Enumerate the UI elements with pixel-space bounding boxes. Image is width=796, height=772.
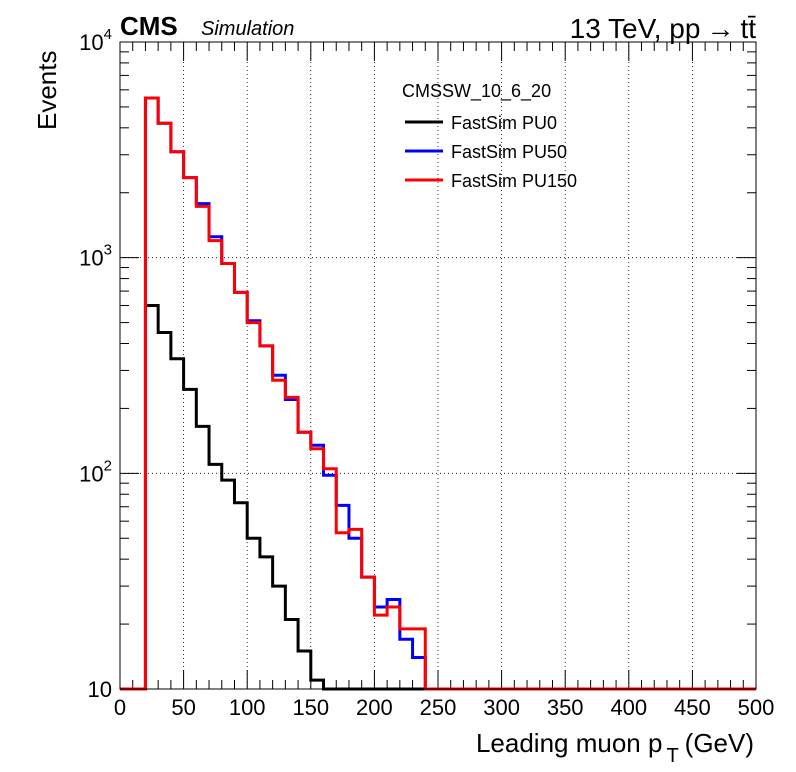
y-axis-title: Events — [32, 51, 62, 131]
grid-lines — [120, 42, 756, 689]
simulation-tag: Simulation — [201, 18, 294, 40]
experiment-label: CMS — [120, 11, 178, 41]
y-tick-label: 103 — [79, 242, 112, 271]
x-tick-label: 50 — [171, 695, 195, 720]
x-tick-label: 500 — [738, 695, 775, 720]
legend-label-fastsim-pu50: FastSim PU50 — [451, 142, 567, 162]
series-line-fastsim-pu0 — [120, 304, 756, 691]
x-tick-label: 200 — [356, 695, 393, 720]
x-tick-label: 250 — [420, 695, 457, 720]
axis-ticks — [119, 41, 757, 690]
x-tick-label: 0 — [114, 695, 126, 720]
y-tick-labels: 10 102 103 104 — [79, 26, 112, 702]
x-tick-label: 400 — [610, 695, 647, 720]
y-tick-label: 104 — [79, 26, 112, 55]
x-tick-label: 450 — [674, 695, 711, 720]
x-tick-label: 150 — [292, 695, 329, 720]
legend-label-fastsim-pu0: FastSim PU0 — [451, 113, 557, 133]
y-tick-label: 102 — [79, 457, 112, 486]
y-tick-label: 10 — [88, 677, 112, 702]
x-tick-label: 300 — [483, 695, 520, 720]
x-tick-label: 350 — [547, 695, 584, 720]
x-tick-label: 100 — [229, 695, 266, 720]
legend-header: CMSSW_10_6_20 — [402, 81, 551, 102]
legend-entries: FastSim PU0 FastSim PU50 FastSim PU150 — [405, 113, 577, 191]
x-tick-labels: 0 50 100 150 200 250 300 350 400 450 500 — [114, 695, 774, 720]
legend-label-fastsim-pu150: FastSim PU150 — [451, 171, 577, 191]
x-axis-title: Leading muon p T (GeV) — [476, 728, 754, 767]
plot-frame — [119, 41, 757, 690]
energy-process-label: 13 TeV, pp → tt̄ — [570, 13, 757, 44]
